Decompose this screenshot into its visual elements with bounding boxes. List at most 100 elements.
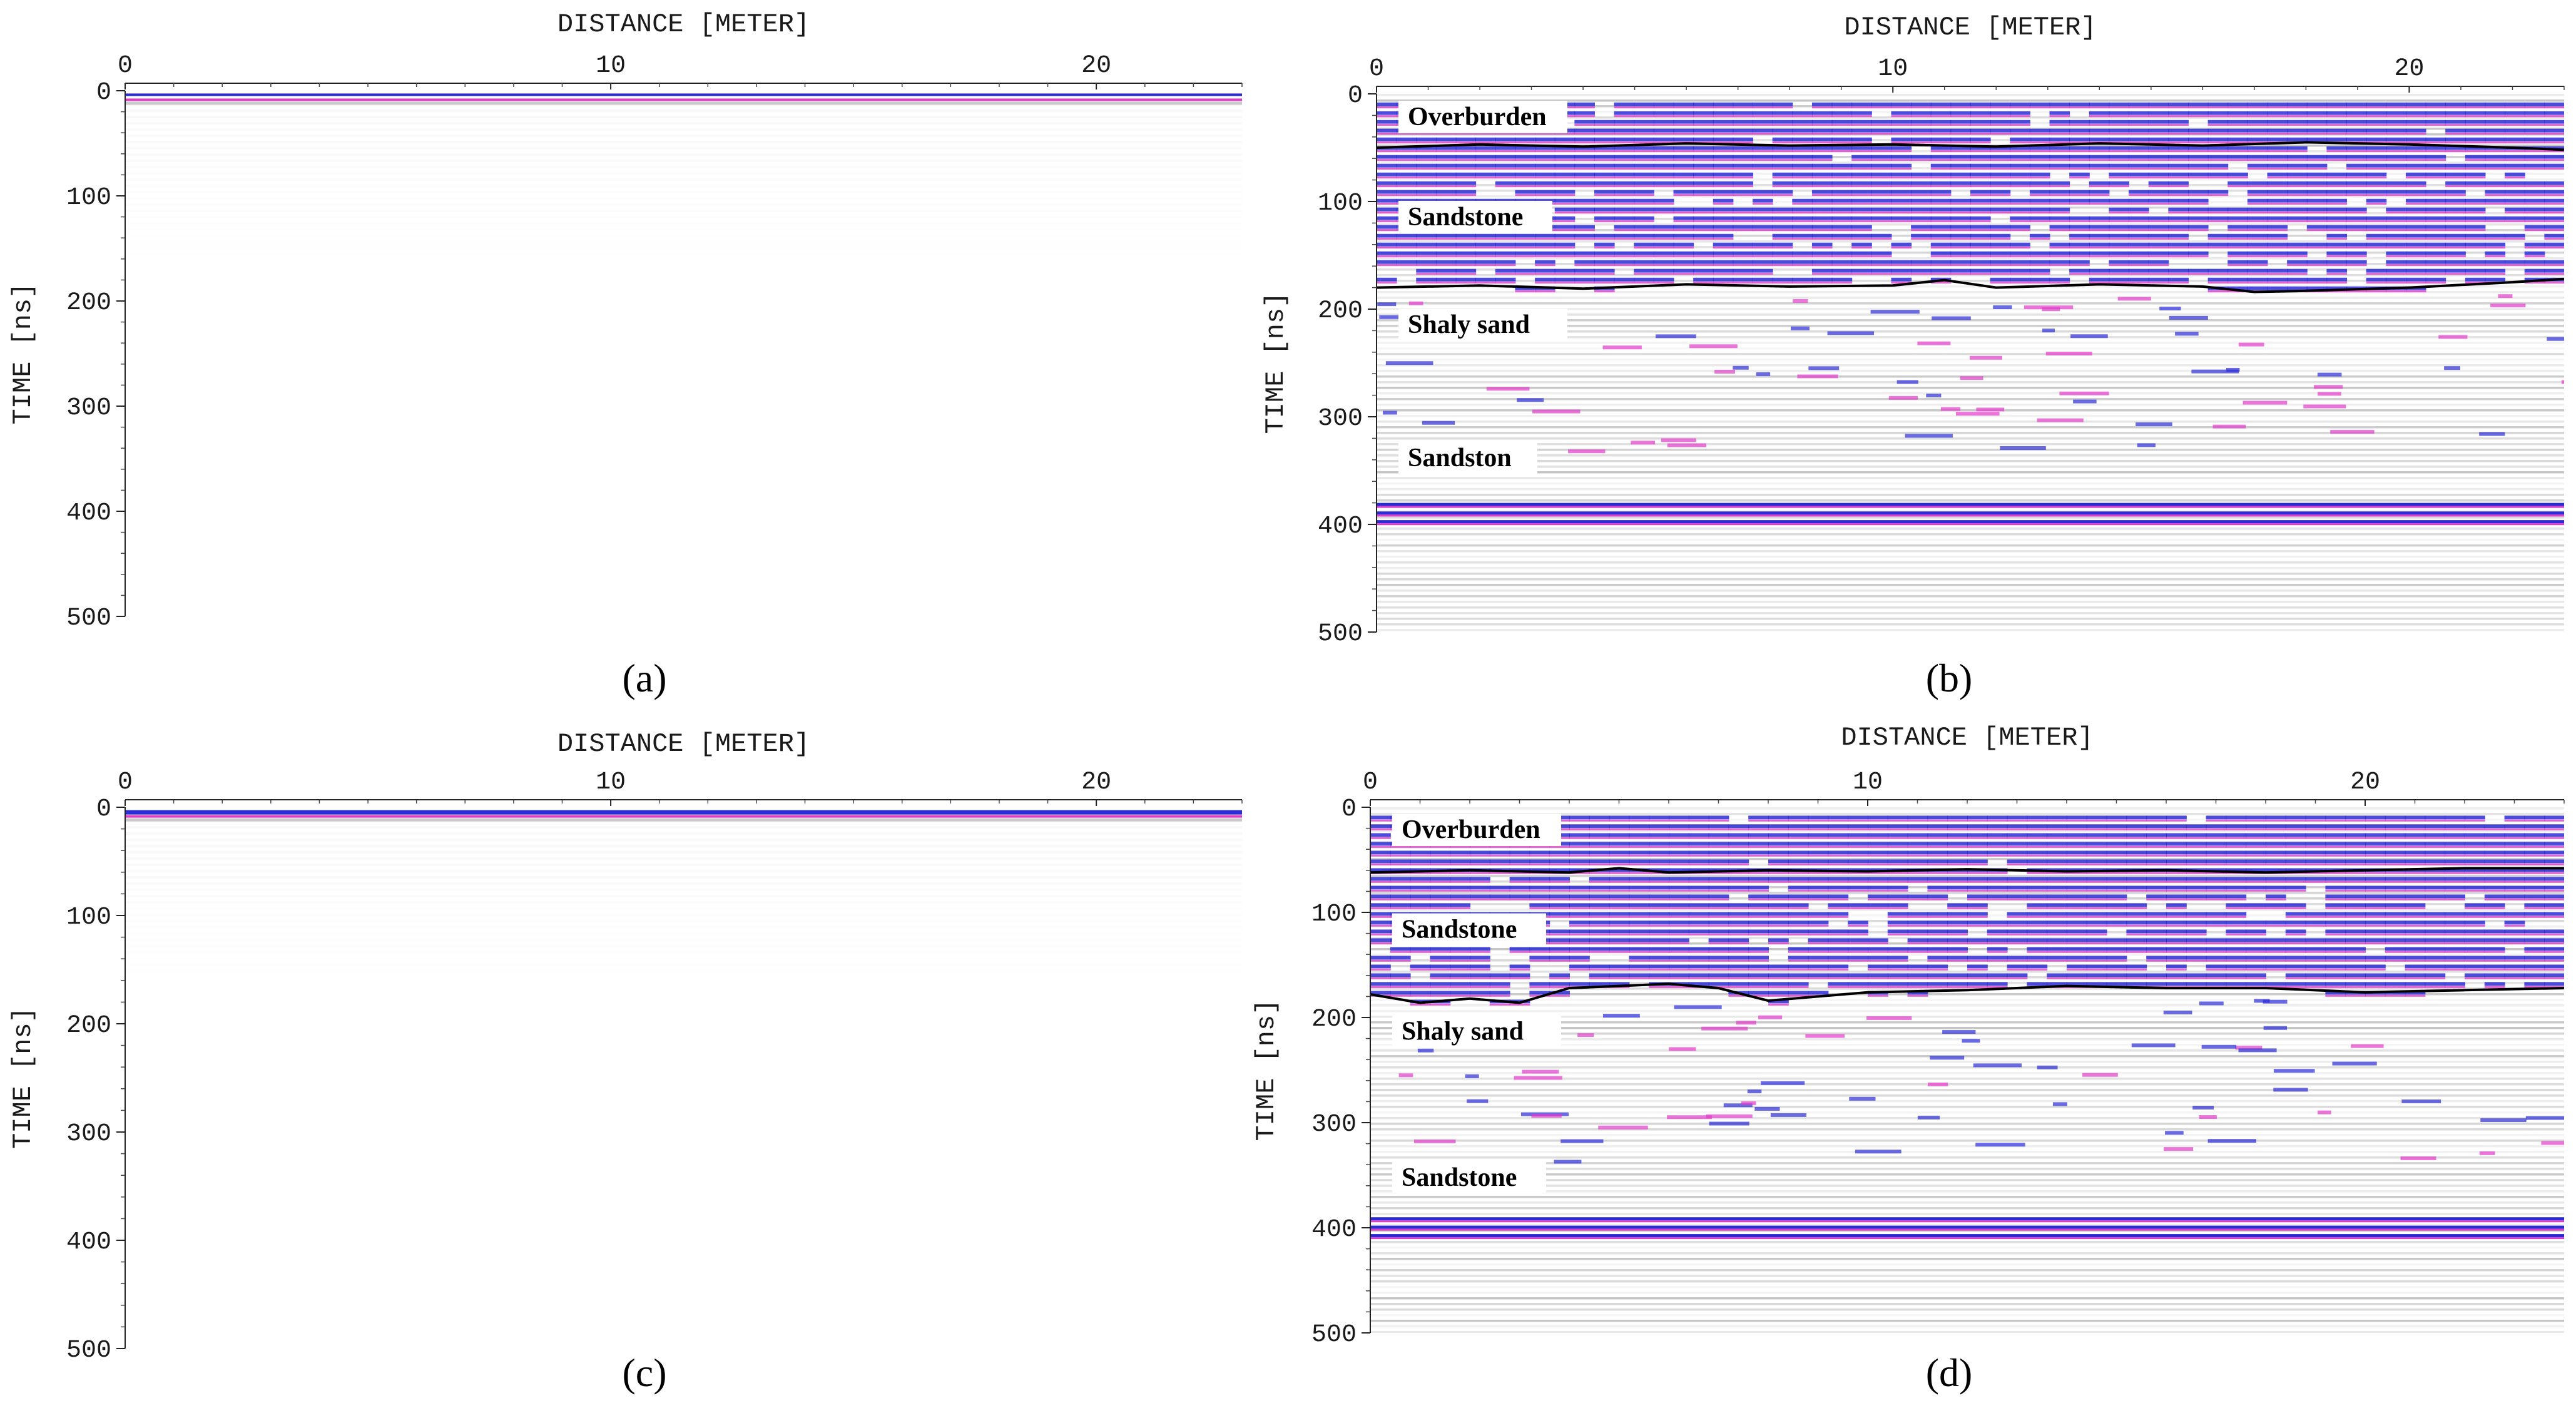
trace-band-neg <box>1907 898 1928 900</box>
trace-band-neg <box>2285 916 2306 918</box>
noise-stripe <box>1377 443 2564 446</box>
trace-band-pos <box>1475 163 1496 168</box>
trace-band-neg <box>2226 889 2247 892</box>
trace-band-pos <box>1634 216 1654 220</box>
trace-band-pos <box>1535 251 1555 255</box>
trace-band-pos <box>2326 268 2348 273</box>
trace-band-pos <box>2166 894 2187 899</box>
trace-band-neg <box>1887 845 1908 848</box>
trace-band-pos <box>1851 163 1872 168</box>
trace-band-neg <box>1792 264 1813 267</box>
trace-band-neg <box>2049 282 2070 284</box>
trace-band-neg <box>1669 959 1689 962</box>
trace-band-neg <box>2544 282 2564 284</box>
trace-band-neg <box>2089 238 2110 240</box>
trace-band-pos <box>2544 207 2564 212</box>
trace-band-pos <box>2148 242 2169 247</box>
trace-band-pos <box>2465 842 2485 846</box>
trace-band-neg <box>1733 124 1754 126</box>
trace-band-pos <box>2445 163 2466 168</box>
trace-band-neg <box>2366 203 2387 205</box>
trace-band-pos <box>2445 912 2465 916</box>
trace-band-neg <box>1851 176 1872 179</box>
trace-band-neg <box>1792 203 1813 205</box>
trace-band-pos <box>1811 242 1833 247</box>
trace-band-pos <box>2425 277 2446 282</box>
trace-band-pos <box>1792 146 1813 150</box>
trace-band-neg <box>1990 247 2011 249</box>
trace-band-neg <box>1728 880 1749 883</box>
trace-band-neg <box>1377 212 1397 214</box>
trace-band-neg <box>1907 872 1928 874</box>
trace-band-neg <box>1851 115 1872 118</box>
trace-band-neg <box>1396 141 1417 144</box>
trace-band-neg <box>2305 977 2326 979</box>
trace-band-neg <box>1967 907 1988 909</box>
trace-band-pos <box>2029 251 2050 255</box>
trace-band-neg <box>1416 168 1437 170</box>
trace-band-pos <box>2266 877 2286 881</box>
trace-band-neg <box>2485 106 2506 109</box>
trace-band-pos <box>2207 172 2229 176</box>
trace-band-neg <box>1609 845 1630 848</box>
noise-stripe <box>1377 336 2564 339</box>
trace-band-neg <box>1634 255 1654 258</box>
trace-band-neg <box>1589 863 1610 865</box>
trace-band-neg <box>2385 994 2406 997</box>
trace-band-neg <box>2365 819 2386 822</box>
trace-band-pos <box>1930 216 1952 220</box>
trace-band-pos <box>1967 938 1988 942</box>
trace-band-neg <box>1950 133 1971 135</box>
trace-band-neg <box>2405 124 2426 126</box>
trace-band-pos <box>1871 155 1892 159</box>
trace-band-pos <box>1495 277 1516 282</box>
trace-band-pos <box>1970 102 1991 106</box>
trace-band-pos <box>1788 991 1809 995</box>
trace-band-pos <box>1768 912 1789 916</box>
trace-band-pos <box>2049 146 2070 150</box>
noise-stripe <box>1377 392 2564 395</box>
trace-band-pos <box>2345 833 2366 837</box>
trace-band-pos <box>2405 842 2426 846</box>
trace-band-pos <box>2365 921 2386 925</box>
trace-band-pos <box>1390 982 1411 986</box>
trace-band-pos <box>1574 163 1595 168</box>
trace-band-neg <box>2166 819 2187 822</box>
trace-band-pos <box>2306 225 2328 229</box>
trace-band-neg <box>2126 837 2147 839</box>
trace-band-neg <box>2346 220 2367 223</box>
trace-band-neg <box>2465 150 2486 153</box>
trace-band-pos <box>2405 903 2426 907</box>
trace-band-pos <box>2246 833 2266 837</box>
trace-band-pos <box>2305 938 2326 942</box>
trace-band-neg <box>1370 916 1391 918</box>
trace-band-neg <box>2485 264 2506 267</box>
trace-band-pos <box>2345 903 2366 907</box>
trace-band-neg <box>2326 220 2348 223</box>
trace-band-neg <box>2285 951 2306 953</box>
trace-band-neg <box>2049 159 2070 161</box>
trace-band-neg <box>2049 203 2070 205</box>
trace-band-pos <box>1768 850 1789 855</box>
trace-band-neg <box>1649 889 1669 892</box>
trace-band-neg <box>2504 880 2525 883</box>
trace-band-pos <box>2226 833 2247 837</box>
trace-band-pos <box>2405 260 2426 264</box>
trace-band-pos <box>1887 929 1908 934</box>
trace-band-neg <box>2069 141 2090 144</box>
trace-band-pos <box>1871 207 1892 212</box>
trace-band-neg <box>1509 872 1530 874</box>
trace-band-pos <box>1927 824 1948 829</box>
noise-stripe <box>1377 449 2564 451</box>
trace-band-pos <box>2168 251 2189 255</box>
trace-band-pos <box>2326 233 2348 238</box>
trace-band-neg <box>1728 977 1749 979</box>
trace-band-pos <box>2246 982 2266 986</box>
trace-band-pos <box>1594 216 1615 220</box>
trace-band-pos <box>1475 137 1496 141</box>
trace-band-pos <box>2226 815 2247 820</box>
trace-band-pos <box>1728 973 1749 977</box>
trace-band-pos <box>2010 198 2030 203</box>
trace-band-neg <box>2484 951 2505 953</box>
trace-band-neg <box>1990 229 2011 232</box>
